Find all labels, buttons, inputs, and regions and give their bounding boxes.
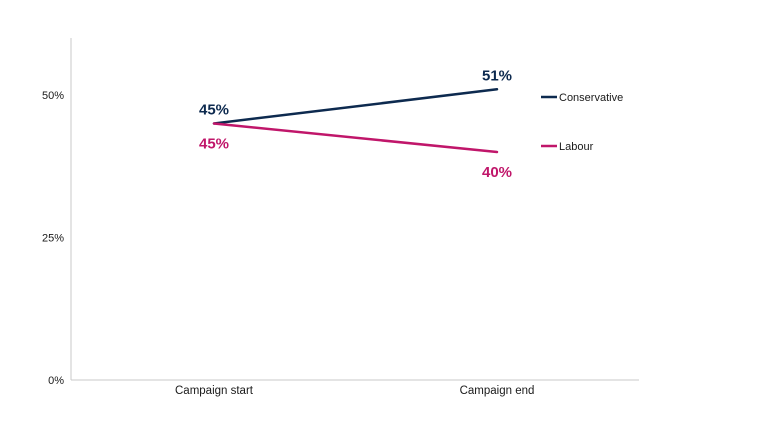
legend: Conservative Labour	[541, 92, 623, 153]
y-tick-labels: 0% 25% 50%	[42, 90, 64, 387]
labour-line	[212, 122, 499, 154]
labour-data-label: 45%	[199, 136, 229, 153]
conservative-data-label: 51%	[482, 67, 512, 84]
conservative-line	[212, 88, 499, 125]
y-tick-label: 25%	[42, 233, 64, 245]
y-tick-label: 0%	[48, 375, 64, 387]
y-tick-label: 50%	[42, 90, 64, 102]
legend-label: Labour	[559, 141, 594, 153]
x-tick-label: Campaign start	[175, 385, 254, 397]
conservative-data-label: 45%	[199, 102, 229, 119]
series-labour: 45% 40%	[199, 122, 512, 181]
plot-frame	[70, 38, 639, 381]
x-tick-labels: Campaign start Campaign end	[175, 385, 534, 397]
legend-item-conservative: Conservative	[541, 92, 623, 104]
x-tick-label: Campaign end	[460, 385, 535, 397]
labour-data-label: 40%	[482, 164, 512, 181]
legend-label: Conservative	[559, 92, 623, 104]
series-conservative: 45% 51%	[199, 67, 512, 125]
legend-item-labour: Labour	[541, 141, 594, 153]
